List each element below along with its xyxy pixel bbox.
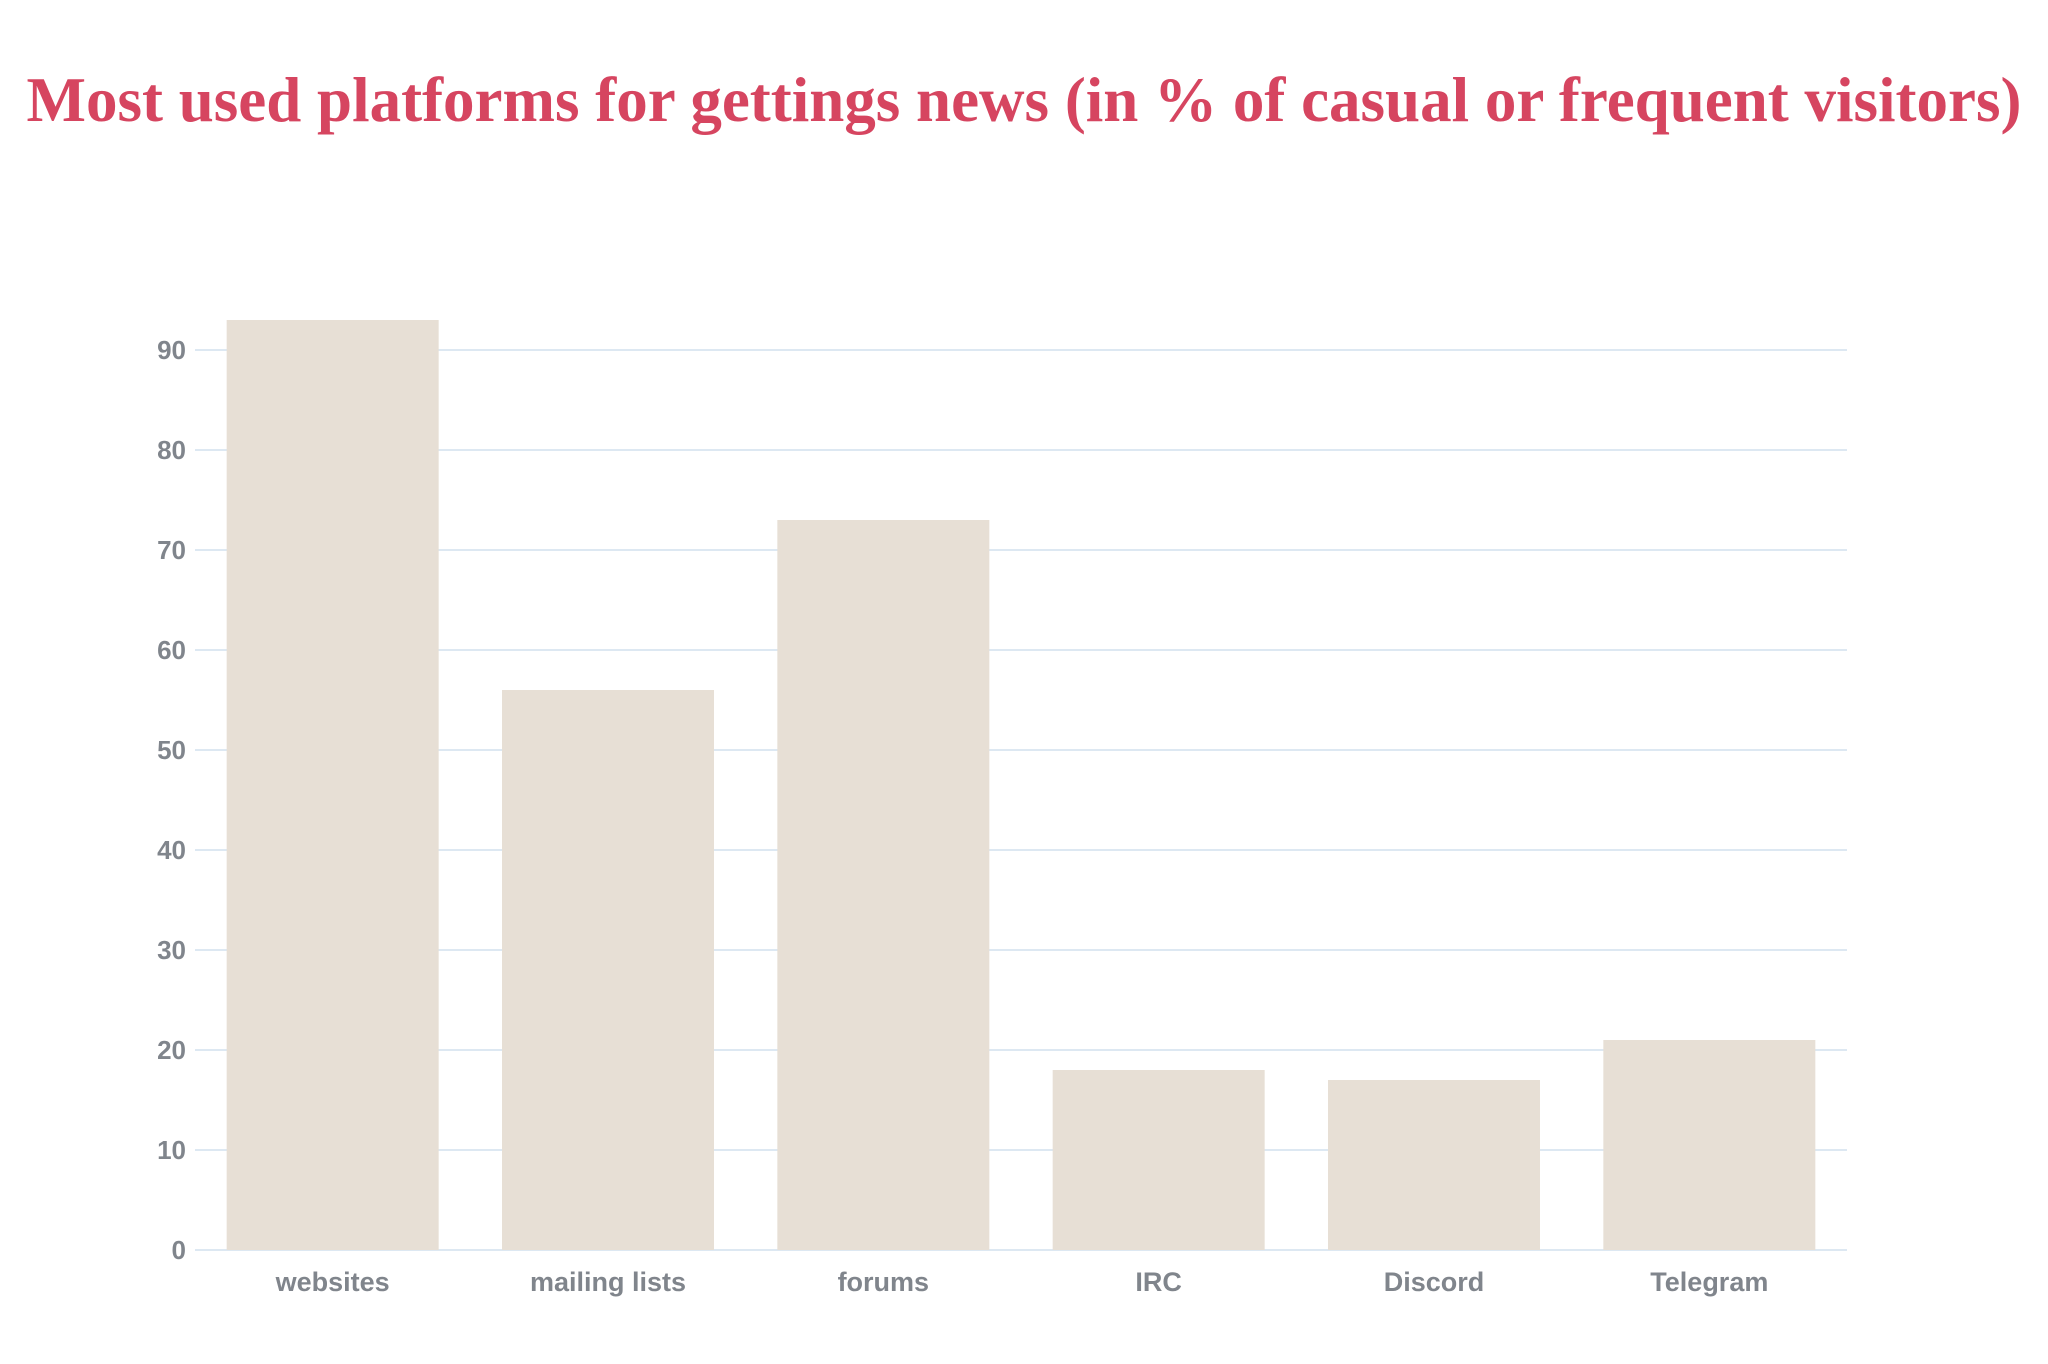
bar-telegram <box>1603 1040 1816 1250</box>
x-category-label: Telegram <box>1650 1267 1768 1297</box>
bar-irc <box>1052 1070 1265 1250</box>
x-axis-category-labels: websites mailing lists forums IRC Discord Tel… <box>275 1267 1769 1297</box>
bars <box>226 320 1816 1250</box>
bar-websites <box>226 320 439 1250</box>
y-tick-label: 0 <box>172 1235 186 1265</box>
y-tick-label: 20 <box>157 1035 186 1065</box>
gridlines <box>195 349 1847 1251</box>
x-category-label: Discord <box>1384 1267 1485 1297</box>
y-tick-label: 40 <box>157 835 186 865</box>
y-tick-label: 60 <box>157 635 186 665</box>
x-category-label: IRC <box>1135 1267 1182 1297</box>
y-tick-label: 90 <box>157 335 186 365</box>
y-tick-label: 10 <box>157 1135 186 1165</box>
x-category-label: forums <box>838 1267 930 1297</box>
x-category-label: mailing lists <box>530 1267 686 1297</box>
bar-mailing-lists <box>502 690 714 1250</box>
y-axis-tick-labels: 0 10 20 30 40 50 60 70 80 90 <box>157 335 186 1265</box>
y-tick-label: 80 <box>157 435 186 465</box>
x-category-label: websites <box>275 1267 390 1297</box>
chart-title: Most used platforms for gettings news (i… <box>26 65 2022 135</box>
bar-discord <box>1328 1080 1540 1250</box>
y-tick-label: 70 <box>157 535 186 565</box>
bar-forums <box>777 520 990 1250</box>
y-tick-label: 30 <box>157 935 186 965</box>
y-tick-label: 50 <box>157 735 186 765</box>
